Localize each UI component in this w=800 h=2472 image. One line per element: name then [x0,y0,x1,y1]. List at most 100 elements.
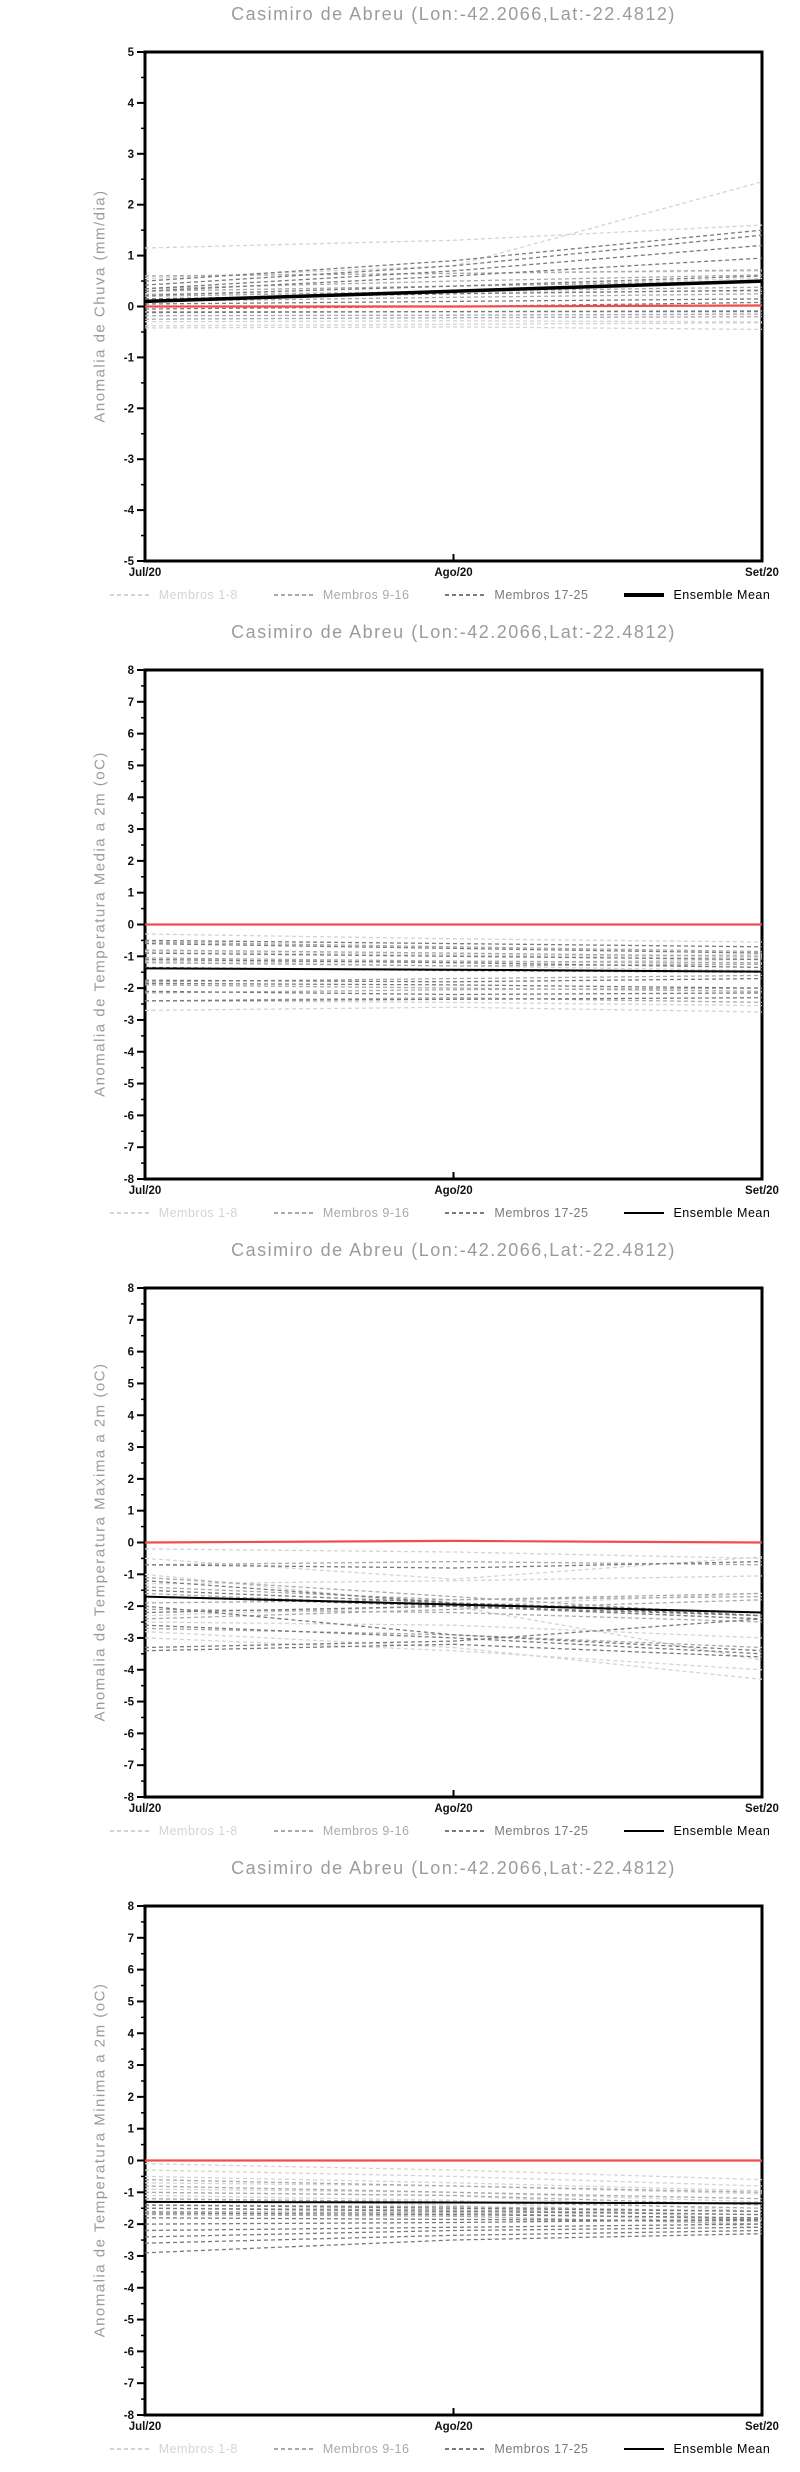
y-tick-label: 5 [128,1378,135,1390]
y-tick-label: 5 [128,760,135,772]
ensemble-mean-line [144,2200,763,2205]
member-line [144,982,763,989]
member-line [144,298,763,305]
y-tick-label: -3 [124,1015,134,1027]
y-tick-label: -1 [124,352,135,364]
y-tick-label: -2 [124,403,134,415]
legend-swatch [273,594,314,596]
y-tick-label: -5 [124,556,135,568]
y-tick-label: 2 [128,200,134,212]
y-tick-label: 7 [128,697,134,709]
legend-label: Membros 9-16 [322,2442,410,2456]
series-membros-17-25 [144,229,763,314]
member-line [144,933,763,943]
member-line [144,316,763,320]
legend-item-membros-1-8: Membros 1-8 [109,2442,238,2456]
ensemble-mean-line [144,279,763,304]
y-tick-label: 4 [128,2028,135,2040]
legend-label: Membros 1-8 [158,588,238,602]
member-line [144,2212,763,2219]
member-line [144,1608,763,1623]
chart-title: Casimiro de Abreu (Lon:-42.2066,Lat:-22.… [231,4,676,24]
member-line [144,997,763,1002]
legend-item-membros-9-16: Membros 9-16 [273,1206,410,1220]
y-axis-label: Anomalia de Temperatura Maxima a 2m (oC) [91,1362,109,1722]
legend-item-membros-9-16: Membros 9-16 [273,588,410,602]
legend-swatch [624,593,665,597]
x-tick-label: Ago/20 [434,2421,472,2433]
y-tick-label: 8 [128,665,135,677]
member-line [144,957,763,964]
legend-swatch [109,2448,150,2450]
y-tick-label: 6 [128,729,134,741]
y-tick-label: -4 [124,1665,135,1677]
member-line [144,942,763,954]
legend: Membros 1-8 Membros 9-16 Membros 17-25 Ense… [100,2440,780,2458]
member-line [144,941,763,953]
y-tick-label: 1 [128,251,135,263]
x-tick-label: Set/20 [745,567,779,579]
legend-label: Membros 1-8 [158,2442,238,2456]
member-line [144,257,763,292]
legend-item-ensemble-mean: Ensemble Mean [624,588,770,602]
legend-swatch [109,1212,150,1214]
series-membros-9-16 [144,941,763,1004]
x-tick-label: Ago/20 [434,567,472,579]
y-tick-label: -3 [124,1633,134,1645]
legend-label: Membros 17-25 [494,588,589,602]
member-line [144,1576,763,1617]
y-tick-label: -1 [124,1569,135,1581]
y-tick-label: 4 [128,792,135,804]
legend-item-ensemble-mean: Ensemble Mean [624,1824,770,1838]
legend-item-membros-17-25: Membros 17-25 [445,588,588,602]
y-tick-label: -8 [124,1792,135,1804]
legend-label: Membros 1-8 [158,1206,238,1220]
member-line [144,990,763,996]
y-tick-label: 7 [128,1315,134,1327]
zero-reference-line [145,304,763,308]
member-line [144,1556,763,1580]
series-ensemble-mean [144,967,763,973]
legend-swatch [109,594,150,596]
legend-item-membros-9-16: Membros 9-16 [273,2442,410,2456]
legend: Membros 1-8 Membros 9-16 Membros 17-25 Ense… [100,1822,780,1840]
y-tick-label: -5 [124,1697,135,1709]
y-tick-label: -3 [124,2251,134,2263]
member-line [144,1000,763,1007]
y-tick-label: 1 [128,2124,135,2136]
plot-svg-chuva: -5 -4 -3 -2 -1 0 1 2 3 4 5 Jul/20 Ago/20 Set/20 [124,47,779,579]
y-tick-label: 4 [128,98,135,110]
y-tick-label: -2 [124,983,134,995]
x-tick-label: Jul/20 [129,1185,162,1197]
y-tick-label: 8 [128,1901,135,1913]
legend-label: Membros 17-25 [494,1824,589,1838]
member-line [144,984,763,992]
member-line [144,1575,763,1585]
y-tick-label: -4 [124,2283,135,2295]
y-tick-label: 1 [128,888,135,900]
member-line [144,987,763,994]
y-tick-label: -4 [124,1047,135,1059]
chart-section-temp-media: -8 -7 -6 -5 -4 -3 -2 -1 0 1 2 3 4 5 6 7 8 Jul/20 Ago/20 Set… [0,618,800,1236]
legend-swatch [445,594,486,596]
y-tick-label: 0 [128,2156,134,2168]
member-line [144,2163,763,2181]
member-line [144,2223,763,2232]
legend-item-membros-9-16: Membros 9-16 [273,1824,410,1838]
member-line [144,275,763,296]
y-tick-label: -2 [124,2219,134,2231]
member-line [144,293,763,303]
member-line [144,313,763,317]
legend-swatch [624,2448,665,2450]
chart-section-temp-minima: -8 -7 -6 -5 -4 -3 -2 -1 0 1 2 3 4 5 6 7 8 Jul/20 Ago/20 Set… [0,1854,800,2472]
y-tick-label: 3 [128,2060,134,2072]
x-tick-label: Set/20 [745,1185,779,1197]
legend-item-membros-17-25: Membros 17-25 [445,1824,588,1838]
chart-title: Casimiro de Abreu (Lon:-42.2066,Lat:-22.… [231,1240,676,1260]
y-tick-label: -6 [124,2346,134,2358]
legend-swatch [624,1212,665,1214]
legend-label: Ensemble Mean [673,588,771,602]
legend-label: Membros 9-16 [322,1824,410,1838]
y-tick-label: 2 [128,856,134,868]
x-tick-label: Set/20 [745,1803,779,1815]
